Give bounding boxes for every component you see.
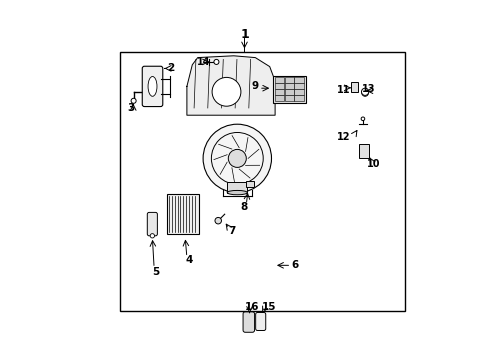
Circle shape <box>228 149 246 167</box>
Text: 15: 15 <box>261 302 276 312</box>
Text: 7: 7 <box>228 226 235 236</box>
Bar <box>284 77 293 83</box>
Text: 3: 3 <box>127 103 135 113</box>
Circle shape <box>361 88 368 95</box>
Text: 14: 14 <box>197 57 210 67</box>
Circle shape <box>215 217 221 224</box>
Bar <box>294 84 303 89</box>
Bar <box>227 182 247 193</box>
Bar <box>274 84 284 89</box>
Text: 16: 16 <box>244 302 259 312</box>
Text: 4: 4 <box>184 255 192 265</box>
FancyBboxPatch shape <box>243 312 254 332</box>
Bar <box>284 84 293 89</box>
Text: 2: 2 <box>167 63 174 73</box>
Bar <box>294 95 303 101</box>
Bar <box>274 95 284 101</box>
Bar <box>273 76 305 103</box>
Text: 12: 12 <box>337 132 350 142</box>
Bar <box>294 77 303 83</box>
FancyBboxPatch shape <box>147 212 157 236</box>
FancyBboxPatch shape <box>255 312 265 330</box>
Bar <box>274 90 284 95</box>
Polygon shape <box>186 56 275 115</box>
Text: 9: 9 <box>251 81 258 91</box>
Bar <box>274 77 284 83</box>
Text: 11: 11 <box>337 85 350 95</box>
FancyBboxPatch shape <box>142 66 163 107</box>
Bar <box>167 194 199 234</box>
Circle shape <box>150 234 154 238</box>
Circle shape <box>361 117 364 121</box>
Text: 5: 5 <box>152 267 159 277</box>
Bar <box>120 52 404 311</box>
Ellipse shape <box>148 77 157 96</box>
Circle shape <box>131 98 136 103</box>
Text: 10: 10 <box>366 159 379 169</box>
Bar <box>284 95 293 101</box>
Ellipse shape <box>227 190 247 195</box>
Text: 8: 8 <box>241 202 247 212</box>
Text: 1: 1 <box>240 28 248 41</box>
Circle shape <box>212 77 241 106</box>
Bar <box>245 181 253 187</box>
Bar <box>284 90 293 95</box>
Text: 13: 13 <box>361 84 375 94</box>
Text: 6: 6 <box>291 260 298 270</box>
Circle shape <box>213 59 219 64</box>
Circle shape <box>203 124 271 193</box>
Bar <box>294 90 303 95</box>
Bar <box>350 82 357 92</box>
Bar <box>358 144 368 158</box>
